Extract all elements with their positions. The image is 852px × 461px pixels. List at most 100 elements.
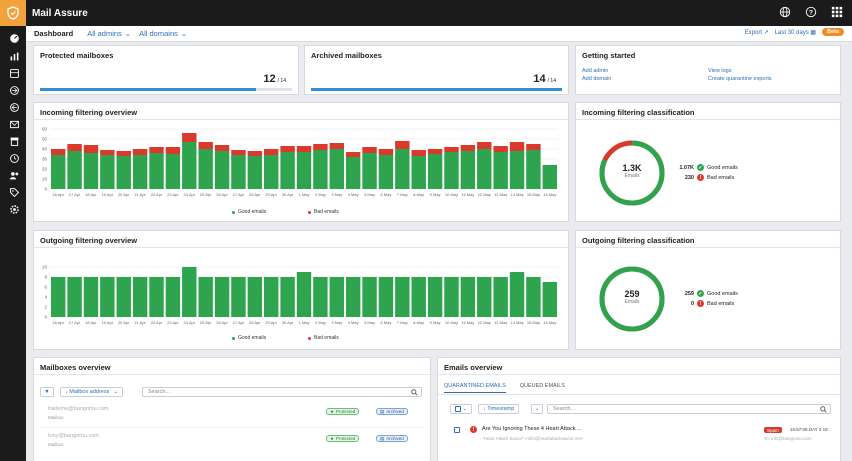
- beta-badge[interactable]: Beta: [822, 28, 844, 36]
- date-range-button[interactable]: Last 30 days ▦: [775, 29, 816, 36]
- bar-good: [165, 277, 181, 317]
- export-button[interactable]: Export ↗: [745, 29, 769, 36]
- bar-bad: [329, 143, 344, 149]
- archived-progress: [311, 88, 562, 91]
- x-tick-label: 1 May: [299, 192, 310, 197]
- getting-started-title: Getting started: [582, 51, 636, 60]
- select-all-dropdown[interactable]: ⌄: [450, 404, 472, 414]
- bar-bad: [116, 151, 131, 156]
- tag-icon[interactable]: [7, 185, 21, 199]
- x-tick-label: 26 Apr: [216, 320, 228, 325]
- x-tick-label: 8 May: [413, 192, 424, 197]
- shield-icon: ★: [330, 435, 335, 441]
- domains-dropdown[interactable]: All domains ⌄: [139, 29, 187, 38]
- email-recipient: To: info@bangomu.com: [764, 436, 812, 441]
- x-tick-label: 5 May: [364, 320, 375, 325]
- outgoing-overview-card: Outgoing filtering overview 0 2 4 6 8 10 16 Ap…: [33, 230, 569, 350]
- bar-bad: [378, 149, 394, 155]
- create-quarantine-exports-link[interactable]: Create quarantine exports: [708, 76, 772, 82]
- x-tick-label: 25 Apr: [200, 192, 212, 197]
- add-domain-link[interactable]: Add domain: [582, 76, 612, 82]
- x-tick-label: 23 Apr: [167, 192, 179, 197]
- bar-good: [132, 277, 148, 317]
- email-subject[interactable]: Are You Ignoring These 4 Heart Attack ..…: [482, 426, 582, 432]
- x-tick-label: 30 Apr: [282, 320, 294, 325]
- bar-good: [149, 277, 164, 317]
- select-all-checkbox[interactable]: [455, 406, 461, 412]
- bar-good: [247, 156, 263, 189]
- bar-good: [231, 277, 246, 317]
- incoming-bad-count: 230: [684, 174, 694, 181]
- outgoing-bad-count: 0: [690, 300, 694, 307]
- help-icon[interactable]: ?: [804, 5, 818, 19]
- chevron-down-icon: ⌄: [462, 406, 467, 412]
- y-tick-label: 20: [42, 167, 48, 172]
- incoming-icon[interactable]: [7, 83, 21, 97]
- users-icon[interactable]: [7, 168, 21, 182]
- mailbox-email[interactable]: trademe@bangomu.com: [48, 406, 109, 412]
- domains-icon[interactable]: [7, 66, 21, 80]
- bar-good: [50, 155, 66, 189]
- search-placeholder: Search...: [553, 406, 576, 412]
- outgoing-good-label: Good emails: [707, 290, 738, 297]
- filter-button[interactable]: ▼: [40, 387, 54, 397]
- x-tick-label: 14 May: [510, 320, 523, 325]
- x-tick-label: 10 May: [445, 320, 458, 325]
- x-tick-label: 18 Apr: [85, 320, 97, 325]
- dashboard-icon[interactable]: [7, 31, 21, 45]
- app-logo[interactable]: [0, 0, 26, 26]
- sort-direction-dropdown[interactable]: ⌄: [531, 404, 543, 414]
- donut-good-segment: [599, 266, 665, 332]
- timestamp-sort-button[interactable]: ↓ Timestamp: [478, 404, 520, 414]
- check-icon: ✓: [697, 290, 704, 297]
- admins-dropdown[interactable]: All admins ⌄: [87, 29, 131, 38]
- outgoing-icon[interactable]: [7, 100, 21, 114]
- bar-bad: [149, 147, 164, 153]
- add-admin-link[interactable]: Add admin: [582, 68, 609, 74]
- mailbox-search-input[interactable]: Search...: [142, 387, 422, 397]
- bar-good: [116, 277, 131, 317]
- x-tick-label: 1 May: [299, 320, 310, 325]
- bar-good: [444, 277, 459, 317]
- bar-good: [362, 277, 377, 317]
- date-range-label: Last 30 days: [774, 29, 809, 36]
- card-divider: [34, 374, 430, 375]
- history-icon[interactable]: [7, 151, 21, 165]
- mailbox-address-sort-button[interactable]: ↓ Mailbox address ⌄: [60, 387, 123, 397]
- x-tick-label: 15 May: [527, 320, 540, 325]
- x-tick-label: 3 May: [331, 320, 342, 325]
- reports-icon[interactable]: [7, 49, 21, 63]
- tab-dashboard[interactable]: Dashboard: [34, 29, 74, 38]
- incoming-classification-card: Incoming filtering classification 1.3K E…: [575, 102, 841, 222]
- x-tick-label: 17 Apr: [69, 320, 81, 325]
- email-search-input[interactable]: Search...: [547, 404, 831, 414]
- x-tick-label: 23 Apr: [167, 320, 179, 325]
- archive-icon: ▤: [380, 408, 385, 414]
- legend-good-label: Good emails: [238, 209, 267, 215]
- bar-good: [378, 277, 394, 317]
- globe-icon[interactable]: [778, 5, 792, 19]
- settings-icon[interactable]: [7, 202, 21, 216]
- bar-good: [149, 153, 164, 189]
- view-logs-link[interactable]: View logs: [708, 68, 732, 74]
- bar-bad: [132, 149, 148, 155]
- tab-quarantined[interactable]: QUARANTINED EMAILS: [444, 383, 506, 393]
- email-row-checkbox[interactable]: [454, 427, 460, 433]
- bar-bad: [67, 144, 82, 151]
- archive-icon[interactable]: [7, 134, 21, 148]
- bar-bad: [247, 151, 263, 156]
- bar-bad: [427, 149, 443, 154]
- x-tick-label: 18 Apr: [85, 192, 97, 197]
- y-tick-label: 50: [42, 137, 48, 142]
- tab-queued[interactable]: QUEUED EMAILS: [519, 383, 565, 389]
- x-tick-label: 14 May: [510, 192, 523, 197]
- archived-title: Archived mailboxes: [311, 51, 382, 60]
- bar-good: [214, 277, 230, 317]
- mailboxes-title: Mailboxes overview: [40, 363, 111, 372]
- x-tick-label: 12 May: [478, 192, 491, 197]
- mailbox-icon[interactable]: [7, 117, 21, 131]
- mailbox-email[interactable]: tony@bangomu.com: [48, 433, 99, 439]
- app-grid-icon[interactable]: [830, 5, 844, 19]
- x-tick-label: 26 Apr: [216, 192, 228, 197]
- mailbox-type: Mailbox: [48, 442, 64, 447]
